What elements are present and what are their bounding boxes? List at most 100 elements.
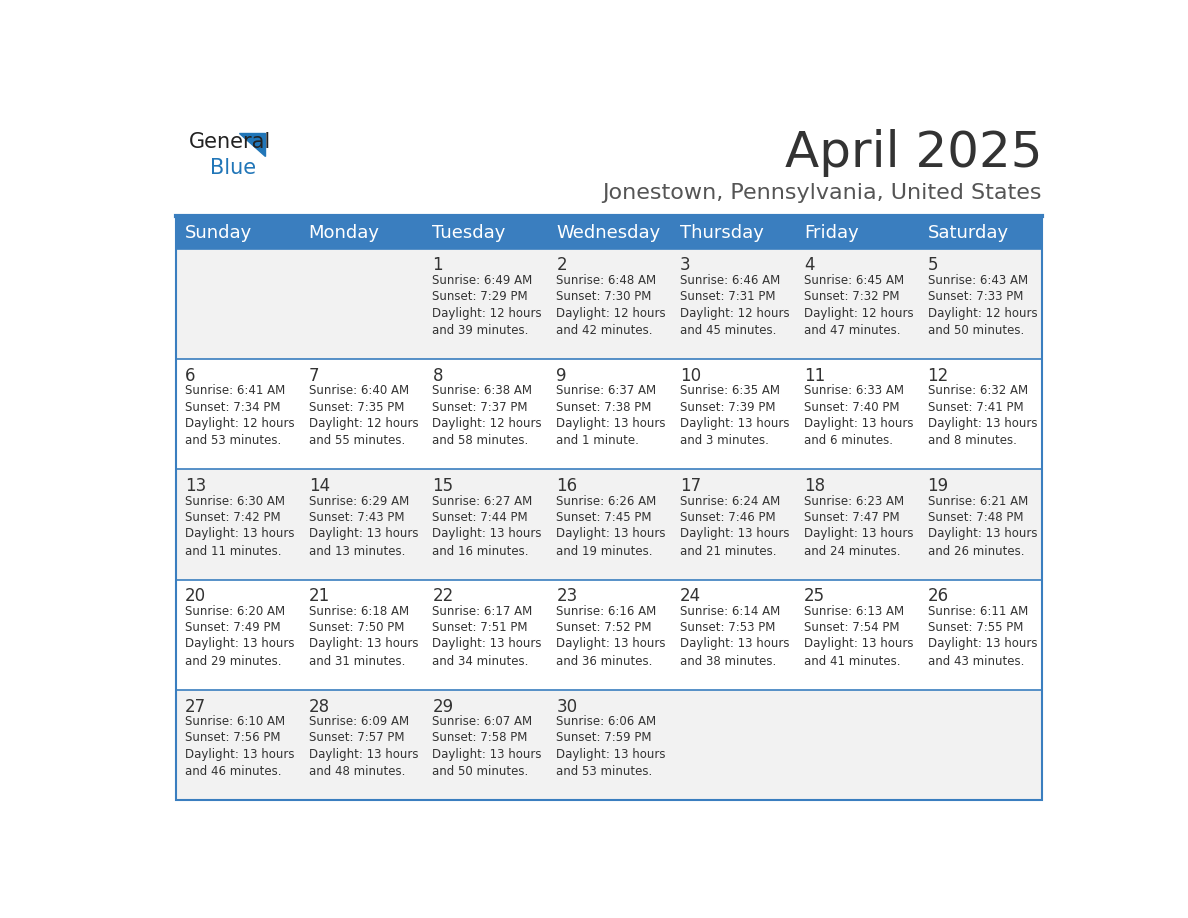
Text: 10: 10 (680, 366, 701, 385)
Text: Sunset: 7:53 PM: Sunset: 7:53 PM (680, 621, 776, 634)
Text: Sunrise: 6:10 AM: Sunrise: 6:10 AM (185, 715, 285, 728)
Text: 4: 4 (804, 256, 814, 274)
Text: Daylight: 13 hours
and 3 minutes.: Daylight: 13 hours and 3 minutes. (680, 417, 790, 447)
Text: Wednesday: Wednesday (556, 224, 661, 241)
Text: Sunrise: 6:11 AM: Sunrise: 6:11 AM (928, 605, 1028, 618)
Text: 11: 11 (804, 366, 826, 385)
Text: Daylight: 13 hours
and 11 minutes.: Daylight: 13 hours and 11 minutes. (185, 527, 295, 557)
Text: Daylight: 13 hours
and 46 minutes.: Daylight: 13 hours and 46 minutes. (185, 747, 295, 778)
Text: Daylight: 13 hours
and 43 minutes.: Daylight: 13 hours and 43 minutes. (928, 637, 1037, 667)
Text: April 2025: April 2025 (784, 129, 1042, 176)
Text: Sunset: 7:32 PM: Sunset: 7:32 PM (804, 290, 899, 303)
Bar (176, 217, 1042, 249)
Text: Sunrise: 6:46 AM: Sunrise: 6:46 AM (680, 274, 781, 287)
Text: Sunset: 7:48 PM: Sunset: 7:48 PM (928, 511, 1023, 524)
Text: 1: 1 (432, 256, 443, 274)
Text: Monday: Monday (309, 224, 380, 241)
Text: Daylight: 12 hours
and 39 minutes.: Daylight: 12 hours and 39 minutes. (432, 307, 542, 337)
Text: 20: 20 (185, 588, 206, 605)
Text: Sunrise: 6:30 AM: Sunrise: 6:30 AM (185, 495, 285, 508)
Text: 18: 18 (804, 477, 824, 495)
Text: Daylight: 13 hours
and 16 minutes.: Daylight: 13 hours and 16 minutes. (432, 527, 542, 557)
Text: Sunset: 7:44 PM: Sunset: 7:44 PM (432, 511, 529, 524)
Text: Sunrise: 6:14 AM: Sunrise: 6:14 AM (680, 605, 781, 618)
Text: 8: 8 (432, 366, 443, 385)
Text: Sunset: 7:47 PM: Sunset: 7:47 PM (804, 511, 899, 524)
Text: Sunset: 7:39 PM: Sunset: 7:39 PM (680, 400, 776, 414)
Bar (176, 469, 1042, 579)
Text: Sunrise: 6:33 AM: Sunrise: 6:33 AM (804, 385, 904, 397)
Text: 23: 23 (556, 588, 577, 605)
Text: Sunrise: 6:16 AM: Sunrise: 6:16 AM (556, 605, 657, 618)
Text: Daylight: 13 hours
and 29 minutes.: Daylight: 13 hours and 29 minutes. (185, 637, 295, 667)
Text: Sunrise: 6:41 AM: Sunrise: 6:41 AM (185, 385, 285, 397)
Text: 5: 5 (928, 256, 939, 274)
Text: Sunrise: 6:35 AM: Sunrise: 6:35 AM (680, 385, 781, 397)
Text: Tuesday: Tuesday (432, 224, 506, 241)
Text: Sunset: 7:35 PM: Sunset: 7:35 PM (309, 400, 404, 414)
Text: Daylight: 13 hours
and 38 minutes.: Daylight: 13 hours and 38 minutes. (680, 637, 790, 667)
Text: Sunset: 7:56 PM: Sunset: 7:56 PM (185, 732, 280, 744)
Text: 24: 24 (680, 588, 701, 605)
Text: Daylight: 13 hours
and 24 minutes.: Daylight: 13 hours and 24 minutes. (804, 527, 914, 557)
Text: Daylight: 13 hours
and 26 minutes.: Daylight: 13 hours and 26 minutes. (928, 527, 1037, 557)
Text: Daylight: 12 hours
and 42 minutes.: Daylight: 12 hours and 42 minutes. (556, 307, 666, 337)
Text: Sunset: 7:49 PM: Sunset: 7:49 PM (185, 621, 280, 634)
Text: Sunset: 7:43 PM: Sunset: 7:43 PM (309, 511, 404, 524)
Text: Sunset: 7:42 PM: Sunset: 7:42 PM (185, 511, 280, 524)
Bar (176, 217, 1042, 800)
Text: Sunrise: 6:18 AM: Sunrise: 6:18 AM (309, 605, 409, 618)
Text: 19: 19 (928, 477, 949, 495)
Text: Sunrise: 6:09 AM: Sunrise: 6:09 AM (309, 715, 409, 728)
Text: Daylight: 12 hours
and 50 minutes.: Daylight: 12 hours and 50 minutes. (928, 307, 1037, 337)
Text: 15: 15 (432, 477, 454, 495)
Text: Daylight: 13 hours
and 34 minutes.: Daylight: 13 hours and 34 minutes. (432, 637, 542, 667)
Text: Sunrise: 6:43 AM: Sunrise: 6:43 AM (928, 274, 1028, 287)
Text: Daylight: 13 hours
and 1 minute.: Daylight: 13 hours and 1 minute. (556, 417, 665, 447)
Text: 13: 13 (185, 477, 207, 495)
Text: Sunrise: 6:20 AM: Sunrise: 6:20 AM (185, 605, 285, 618)
Text: 27: 27 (185, 698, 206, 715)
Text: Sunrise: 6:29 AM: Sunrise: 6:29 AM (309, 495, 409, 508)
Text: Daylight: 13 hours
and 21 minutes.: Daylight: 13 hours and 21 minutes. (680, 527, 790, 557)
Text: 14: 14 (309, 477, 330, 495)
Text: Daylight: 12 hours
and 45 minutes.: Daylight: 12 hours and 45 minutes. (680, 307, 790, 337)
Text: Daylight: 12 hours
and 47 minutes.: Daylight: 12 hours and 47 minutes. (804, 307, 914, 337)
Text: 12: 12 (928, 366, 949, 385)
Text: Sunrise: 6:37 AM: Sunrise: 6:37 AM (556, 385, 657, 397)
Text: Daylight: 12 hours
and 53 minutes.: Daylight: 12 hours and 53 minutes. (185, 417, 295, 447)
Text: Sunset: 7:38 PM: Sunset: 7:38 PM (556, 400, 652, 414)
Text: Daylight: 13 hours
and 6 minutes.: Daylight: 13 hours and 6 minutes. (804, 417, 914, 447)
Bar (176, 579, 1042, 689)
Text: Daylight: 13 hours
and 41 minutes.: Daylight: 13 hours and 41 minutes. (804, 637, 914, 667)
Text: Sunrise: 6:23 AM: Sunrise: 6:23 AM (804, 495, 904, 508)
Text: Sunset: 7:40 PM: Sunset: 7:40 PM (804, 400, 899, 414)
Text: Sunset: 7:41 PM: Sunset: 7:41 PM (928, 400, 1023, 414)
Text: Sunrise: 6:24 AM: Sunrise: 6:24 AM (680, 495, 781, 508)
Text: Daylight: 13 hours
and 48 minutes.: Daylight: 13 hours and 48 minutes. (309, 747, 418, 778)
Text: Sunrise: 6:21 AM: Sunrise: 6:21 AM (928, 495, 1028, 508)
Text: 29: 29 (432, 698, 454, 715)
Text: 28: 28 (309, 698, 330, 715)
Text: Sunset: 7:31 PM: Sunset: 7:31 PM (680, 290, 776, 303)
Text: Sunrise: 6:48 AM: Sunrise: 6:48 AM (556, 274, 657, 287)
Text: 17: 17 (680, 477, 701, 495)
Text: Thursday: Thursday (680, 224, 764, 241)
Text: Blue: Blue (210, 158, 257, 178)
Text: Daylight: 13 hours
and 8 minutes.: Daylight: 13 hours and 8 minutes. (928, 417, 1037, 447)
Text: Sunrise: 6:32 AM: Sunrise: 6:32 AM (928, 385, 1028, 397)
Text: 22: 22 (432, 588, 454, 605)
Text: Jonestown, Pennsylvania, United States: Jonestown, Pennsylvania, United States (602, 184, 1042, 203)
Text: Sunday: Sunday (185, 224, 252, 241)
Text: Sunset: 7:30 PM: Sunset: 7:30 PM (556, 290, 652, 303)
Text: 16: 16 (556, 477, 577, 495)
Text: Sunset: 7:29 PM: Sunset: 7:29 PM (432, 290, 529, 303)
Text: Daylight: 13 hours
and 36 minutes.: Daylight: 13 hours and 36 minutes. (556, 637, 665, 667)
Text: Sunrise: 6:06 AM: Sunrise: 6:06 AM (556, 715, 657, 728)
Text: Sunrise: 6:26 AM: Sunrise: 6:26 AM (556, 495, 657, 508)
Text: Sunrise: 6:17 AM: Sunrise: 6:17 AM (432, 605, 532, 618)
Text: 25: 25 (804, 588, 824, 605)
Text: Daylight: 13 hours
and 19 minutes.: Daylight: 13 hours and 19 minutes. (556, 527, 665, 557)
Bar (176, 249, 1042, 359)
Text: Sunset: 7:55 PM: Sunset: 7:55 PM (928, 621, 1023, 634)
